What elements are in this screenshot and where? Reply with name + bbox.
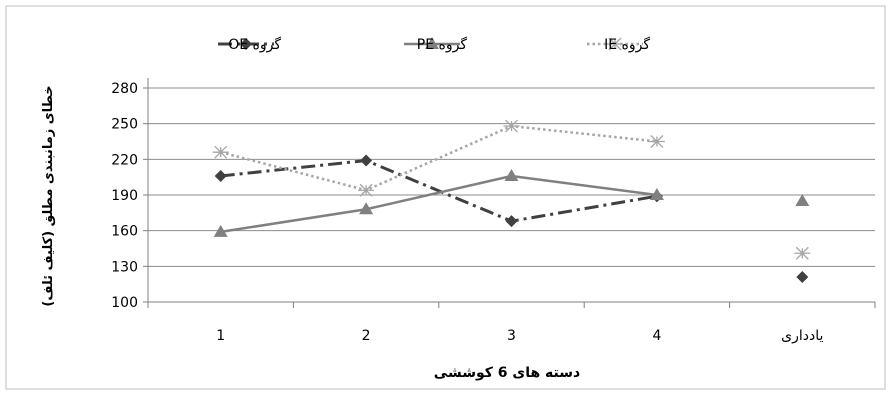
data-point (213, 224, 228, 237)
data-point (648, 135, 665, 148)
legend: گروه OE گروه PE گروه IE (218, 36, 650, 53)
data-point (504, 168, 519, 181)
legend-label: گروه IE (604, 36, 650, 53)
data-point (212, 145, 229, 159)
legend-label: گروه OE (228, 36, 281, 53)
data-point (505, 215, 518, 228)
series-star (212, 119, 811, 260)
x-tick-label: یادداری (781, 328, 823, 344)
y-tick-label: 130 (111, 259, 138, 275)
legend-marker (607, 37, 623, 51)
legend-label: گروه PE (417, 36, 468, 53)
x-axis-label: دسته های 6 کوششی (434, 365, 580, 381)
data-point (649, 188, 664, 200)
legend-marker (425, 37, 439, 49)
data-point (503, 119, 520, 133)
legend-entry: گروه PE (404, 36, 467, 53)
data-point (359, 202, 374, 215)
legend-marker (240, 38, 252, 50)
retention-point (795, 193, 810, 206)
y-tick-label: 100 (111, 295, 138, 311)
x-tick-label: 3 (507, 328, 516, 344)
y-tick-label: 190 (111, 188, 138, 204)
series-lines (212, 119, 811, 284)
data-point (214, 169, 227, 182)
y-tick-label: 160 (111, 224, 138, 240)
axes (143, 78, 876, 308)
legend-entry: گروه OE (218, 36, 281, 53)
data-point (360, 154, 373, 167)
y-tick-label: 250 (111, 117, 138, 133)
y-axis-label: خطای زمانبندی مطلق (کلیف ئلف) (41, 85, 56, 306)
y-tick-label: 220 (111, 152, 138, 168)
retention-point (796, 271, 809, 284)
x-tick-label: 2 (362, 328, 371, 344)
series-line (220, 174, 658, 234)
legend-entry: گروه IE (587, 36, 650, 53)
chart-frame (5, 5, 886, 390)
retention-point (794, 246, 811, 260)
x-tick-labels: 1 2 3 4 یادداری (216, 328, 823, 344)
x-tick-label: 1 (216, 328, 225, 344)
series-triangle (213, 168, 810, 237)
x-tick-label: 4 (652, 328, 661, 344)
data-point (358, 183, 375, 197)
y-tick-label: 280 (111, 81, 138, 97)
series-line (220, 158, 658, 223)
y-tick-labels: 100 130 160 190 220 250 280 (111, 81, 138, 311)
